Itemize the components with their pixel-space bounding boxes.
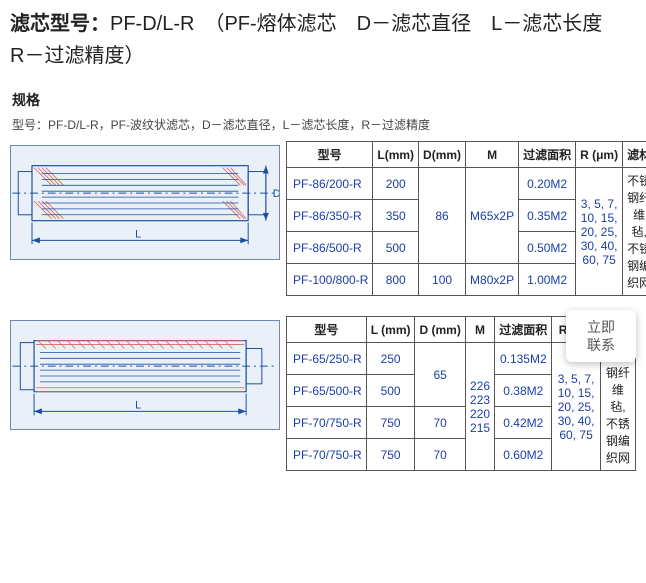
t2-h-model: 型号 [287,317,367,343]
cell-area: 0.135M2 [495,343,552,375]
cell-model: PF-65/250-R [287,343,367,375]
cell-model: PF-70/750-R [287,407,367,439]
cell-model: PF-65/500-R [287,375,367,407]
spec-heading: 规格 [12,90,636,110]
cell-L: 750 [366,439,415,471]
cell-L: 750 [366,407,415,439]
cell-area: 1.00M2 [519,264,576,296]
cell-R: 3, 5, 7, 10, 15, 20, 25, 30, 40, 60, 75 [576,168,623,296]
diagram-1-wrap: L D [10,141,280,265]
cell-D: 70 [415,407,465,439]
t2-h-D: D (mm) [415,317,465,343]
cell-L: 200 [373,168,419,200]
cell-model: PF-86/350-R [287,200,373,232]
spec-desc: 型号：PF-D/L-R，PF-波纹状滤芯，D－滤芯直径，L－滤芯长度，R－过滤精… [10,116,636,133]
t1-h-D: D(mm) [419,142,466,168]
contact-badge[interactable]: 立即 联系 [566,310,636,362]
t2-h-M: M [465,317,494,343]
t1-h-model: 型号 [287,142,373,168]
cell-M: 226 223 220 215 [465,343,494,471]
cell-L: 800 [373,264,419,296]
dim-label-L: L [135,228,141,240]
t1-h-L: L(mm) [373,142,419,168]
t2-h-L: L (mm) [366,317,415,343]
row-2: L 型号 L (mm) D (mm) M 过滤面积 R(μm) 滤材 PF-65… [10,316,636,471]
dim-label-L: L [135,399,141,411]
title-label: 滤芯型号： [10,13,110,35]
dim-label-D: D [273,188,280,200]
cell-D: 100 [419,264,466,296]
row-1: L D 型号 L(mm) D(mm) M 过滤面积 R (μm) 滤材 PF-8… [10,141,636,296]
cell-area: 0.20M2 [519,168,576,200]
cell-D: 70 [415,439,465,471]
cell-model: PF-86/200-R [287,168,373,200]
cell-model: PF-70/750-R [287,439,367,471]
cell-area: 0.38M2 [495,375,552,407]
title-block: 滤芯型号：PF-D/L-R （PF-熔体滤芯 D－滤芯直径 L－滤芯长度 R－过… [10,8,636,72]
cell-M: M65x2P [466,168,519,264]
t2-h-area: 过滤面积 [495,317,552,343]
cell-area: 0.35M2 [519,200,576,232]
t1-h-M: M [466,142,519,168]
table-row: PF-86/200-R 200 86 M65x2P 0.20M2 3, 5, 7… [287,168,646,200]
spec-table-1: 型号 L(mm) D(mm) M 过滤面积 R (μm) 滤材 PF-86/20… [286,141,646,296]
filter-diagram-2: L [10,320,280,430]
cell-L: 500 [366,375,415,407]
cell-L: 250 [366,343,415,375]
cell-area: 0.50M2 [519,232,576,264]
cell-L: 500 [373,232,419,264]
cell-L: 350 [373,200,419,232]
cell-material: 不锈钢纤维毡,不锈钢编织网 [623,168,646,296]
t1-h-material: 滤材 [623,142,646,168]
cell-M: M80x2P [466,264,519,296]
cell-model: PF-100/800-R [287,264,373,296]
filter-diagram-1: L D [10,145,280,260]
t1-h-area: 过滤面积 [519,142,576,168]
cell-D: 65 [415,343,465,407]
cell-D: 86 [419,168,466,264]
cell-model: PF-86/500-R [287,232,373,264]
cell-area: 0.42M2 [495,407,552,439]
diagram-2-wrap: L [10,316,280,435]
t1-h-R: R (μm) [576,142,623,168]
contact-badge-text: 立即 联系 [587,318,615,354]
cell-area: 0.60M2 [495,439,552,471]
